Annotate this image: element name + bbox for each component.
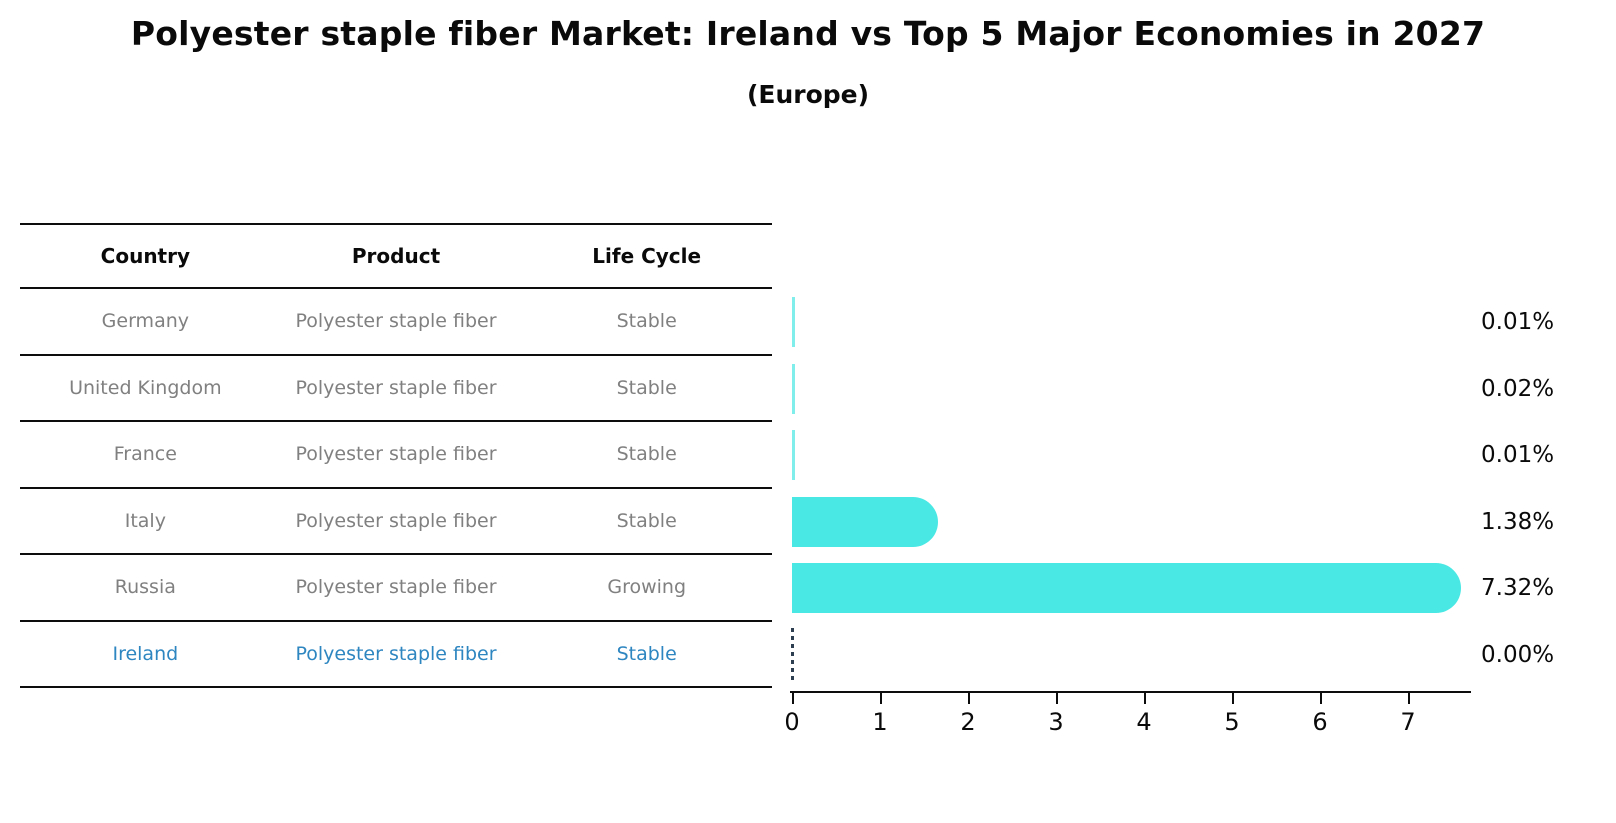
x-axis-tick-label: 6: [1312, 708, 1328, 736]
x-axis-tick: [880, 693, 882, 704]
bar-row-italy: [792, 489, 1492, 556]
table-cell-product: Polyester staple fiber: [295, 509, 497, 532]
x-axis-tick-label: 2: [960, 708, 976, 736]
table-cell-country: Russia: [114, 576, 176, 599]
x-axis-tick: [968, 693, 970, 704]
table-header-cell-product: Product: [351, 244, 441, 268]
table-cell-product: Polyester staple fiber: [295, 443, 497, 466]
table-cell-country: Ireland: [112, 642, 179, 665]
zero-value-marker: [791, 627, 794, 682]
chart-title: Polyester staple fiber Market: Ireland v…: [130, 14, 1486, 53]
value-label-ireland: 0.00%: [1481, 641, 1555, 668]
table-cell-country: Germany: [101, 310, 189, 333]
table-cell-country: United Kingdom: [69, 376, 222, 399]
table-header-row: Country Product Life Cycle: [20, 223, 772, 289]
table-cell-product: Polyester staple fiber: [295, 642, 497, 665]
table-cell-life_cycle: Stable: [616, 509, 677, 532]
x-axis-tick-label: 7: [1400, 708, 1416, 736]
x-axis-tick-label: 0: [784, 708, 800, 736]
value-label-germany: 0.01%: [1481, 309, 1555, 336]
bar-france: [792, 430, 795, 480]
bar-row-russia: [792, 555, 1492, 622]
table-row-germany: Germany Polyester staple fiber Stable: [20, 289, 772, 356]
x-axis-tick: [1056, 693, 1058, 704]
value-labels: 0.01% 0.02% 0.01% 1.38% 7.32% 0.00%: [1481, 289, 1554, 688]
x-axis-tick-label: 1: [872, 708, 888, 736]
bar-united-kingdom: [792, 363, 795, 414]
bar-italy: [792, 496, 939, 547]
table-header-cell-country: Country: [100, 244, 191, 268]
x-axis-tick-label: 5: [1224, 708, 1240, 736]
table-cell-product: Polyester staple fiber: [295, 376, 497, 399]
bar-plot: [791, 289, 1492, 689]
bar-russia: [792, 563, 1462, 613]
table-row-italy: Italy Polyester staple fiber Stable: [20, 489, 772, 555]
x-axis-tick: [1408, 693, 1410, 704]
table-cell-life_cycle: Stable: [616, 376, 677, 399]
x-axis: 0 1 2 3 4 5 6 7: [784, 691, 1490, 751]
x-axis-tick: [792, 693, 794, 704]
table-row-united-kingdom: United Kingdom Polyester staple fiber Stab…: [20, 356, 772, 422]
value-label-united-kingdom: 0.02%: [1481, 375, 1555, 402]
table-cell-country: France: [113, 443, 177, 466]
value-label-russia: 7.32%: [1481, 575, 1555, 602]
x-axis-tick-label: 3: [1048, 708, 1064, 736]
bar-row-united-kingdom: [792, 356, 1492, 423]
x-axis-tick: [1320, 693, 1322, 704]
table-header-cell-life-cycle: Life Cycle: [592, 244, 702, 268]
bar-row-france: [792, 422, 1492, 489]
table-cell-country: Italy: [124, 509, 166, 532]
table-row-russia: Russia Polyester staple fiber Growing: [20, 555, 772, 622]
x-axis-tick: [1232, 693, 1234, 704]
chart-subtitle: (Europe): [746, 80, 870, 109]
table-row-france: France Polyester staple fiber Stable: [20, 422, 772, 489]
x-axis-line: [790, 691, 1471, 693]
value-label-france: 0.01%: [1481, 442, 1555, 469]
table-cell-life_cycle: Growing: [607, 576, 687, 599]
table-cell-product: Polyester staple fiber: [295, 576, 497, 599]
country-table: Country Product Life Cycle Germany Polyester…: [20, 223, 772, 688]
table-cell-life_cycle: Stable: [616, 310, 677, 333]
value-label-italy: 1.38%: [1481, 508, 1555, 535]
table-cell-product: Polyester staple fiber: [295, 310, 497, 333]
bar-row-germany: [792, 289, 1492, 356]
x-axis-tick-label: 4: [1136, 708, 1152, 736]
bar-germany: [792, 297, 795, 347]
x-axis-tick: [1144, 693, 1146, 704]
table-row-ireland: Ireland Polyester staple fiber Stable: [20, 622, 772, 688]
table-cell-life_cycle: Stable: [616, 443, 677, 466]
bar-row-ireland: [791, 622, 1492, 689]
table-cell-life_cycle: Stable: [616, 642, 677, 665]
